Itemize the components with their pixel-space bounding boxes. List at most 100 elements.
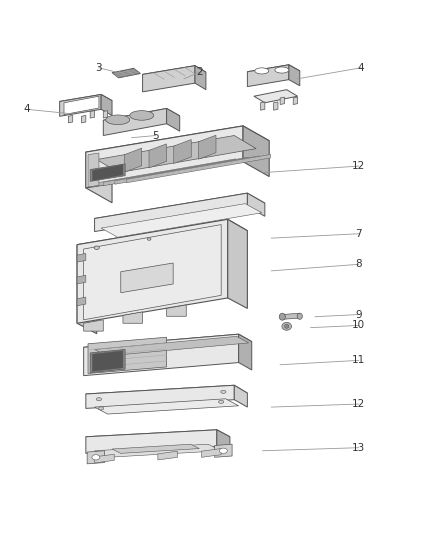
Polygon shape bbox=[84, 320, 103, 331]
Polygon shape bbox=[84, 334, 239, 376]
Polygon shape bbox=[86, 126, 269, 167]
Polygon shape bbox=[77, 297, 86, 306]
Polygon shape bbox=[77, 245, 97, 334]
Polygon shape bbox=[198, 135, 216, 159]
Polygon shape bbox=[86, 430, 217, 454]
Polygon shape bbox=[274, 102, 278, 110]
Polygon shape bbox=[84, 334, 252, 354]
Polygon shape bbox=[112, 68, 141, 78]
Polygon shape bbox=[254, 90, 297, 103]
Polygon shape bbox=[121, 263, 173, 293]
Polygon shape bbox=[239, 334, 252, 370]
Polygon shape bbox=[149, 144, 166, 168]
Polygon shape bbox=[124, 148, 142, 172]
Ellipse shape bbox=[94, 246, 99, 249]
Polygon shape bbox=[77, 275, 86, 284]
Polygon shape bbox=[77, 220, 228, 323]
Ellipse shape bbox=[106, 115, 130, 125]
Polygon shape bbox=[87, 451, 105, 464]
Polygon shape bbox=[243, 126, 269, 176]
Polygon shape bbox=[77, 253, 86, 262]
Polygon shape bbox=[90, 350, 125, 373]
Text: 10: 10 bbox=[352, 320, 365, 330]
Ellipse shape bbox=[279, 313, 286, 320]
Polygon shape bbox=[127, 155, 271, 183]
Polygon shape bbox=[77, 220, 247, 256]
Polygon shape bbox=[280, 97, 285, 104]
Polygon shape bbox=[90, 111, 95, 118]
Polygon shape bbox=[166, 305, 186, 316]
Polygon shape bbox=[95, 193, 265, 229]
Polygon shape bbox=[174, 140, 191, 164]
Text: 12: 12 bbox=[352, 399, 365, 409]
Ellipse shape bbox=[219, 448, 227, 454]
Ellipse shape bbox=[148, 238, 151, 240]
Polygon shape bbox=[247, 193, 265, 216]
Ellipse shape bbox=[96, 398, 102, 401]
Text: 8: 8 bbox=[355, 260, 362, 269]
Ellipse shape bbox=[92, 455, 100, 460]
Polygon shape bbox=[60, 94, 112, 108]
Text: 3: 3 bbox=[95, 63, 102, 73]
Ellipse shape bbox=[219, 400, 224, 403]
Polygon shape bbox=[103, 108, 166, 135]
Text: 9: 9 bbox=[355, 310, 362, 319]
Polygon shape bbox=[103, 157, 247, 185]
Polygon shape bbox=[289, 65, 300, 86]
Text: 4: 4 bbox=[357, 63, 364, 73]
Ellipse shape bbox=[275, 67, 289, 73]
Text: 5: 5 bbox=[152, 131, 159, 141]
Ellipse shape bbox=[285, 325, 289, 328]
Polygon shape bbox=[217, 430, 230, 454]
Polygon shape bbox=[84, 224, 221, 320]
Polygon shape bbox=[143, 66, 195, 92]
Polygon shape bbox=[143, 66, 206, 81]
Polygon shape bbox=[88, 337, 166, 374]
Polygon shape bbox=[86, 430, 230, 444]
Polygon shape bbox=[247, 65, 300, 78]
Polygon shape bbox=[103, 108, 180, 128]
Polygon shape bbox=[201, 449, 221, 457]
Ellipse shape bbox=[282, 322, 291, 330]
Polygon shape bbox=[92, 159, 236, 187]
Polygon shape bbox=[64, 96, 99, 115]
Ellipse shape bbox=[221, 390, 226, 393]
Ellipse shape bbox=[297, 313, 302, 319]
Polygon shape bbox=[195, 66, 206, 90]
Polygon shape bbox=[234, 385, 247, 407]
Polygon shape bbox=[86, 152, 112, 203]
Text: 13: 13 bbox=[352, 443, 365, 453]
Ellipse shape bbox=[99, 407, 104, 410]
Polygon shape bbox=[86, 385, 247, 402]
Polygon shape bbox=[123, 312, 143, 323]
Polygon shape bbox=[95, 193, 247, 231]
Polygon shape bbox=[112, 444, 199, 454]
Polygon shape bbox=[60, 94, 101, 116]
Polygon shape bbox=[283, 313, 300, 319]
Polygon shape bbox=[158, 451, 177, 460]
Text: 2: 2 bbox=[196, 67, 203, 77]
Polygon shape bbox=[90, 164, 125, 181]
Polygon shape bbox=[92, 351, 123, 372]
Text: 12: 12 bbox=[352, 161, 365, 171]
Polygon shape bbox=[215, 444, 232, 457]
Polygon shape bbox=[88, 153, 99, 187]
Polygon shape bbox=[95, 336, 249, 356]
Polygon shape bbox=[95, 444, 221, 457]
Polygon shape bbox=[97, 135, 256, 173]
Ellipse shape bbox=[255, 68, 269, 74]
Polygon shape bbox=[101, 94, 112, 116]
Polygon shape bbox=[101, 204, 262, 237]
Polygon shape bbox=[115, 156, 259, 184]
Text: 4: 4 bbox=[24, 104, 30, 114]
Polygon shape bbox=[228, 220, 247, 309]
Polygon shape bbox=[95, 399, 239, 414]
Polygon shape bbox=[86, 385, 234, 408]
Polygon shape bbox=[103, 111, 108, 118]
Polygon shape bbox=[247, 65, 289, 87]
Polygon shape bbox=[68, 116, 73, 123]
Polygon shape bbox=[166, 108, 180, 131]
Text: 11: 11 bbox=[352, 356, 365, 365]
Polygon shape bbox=[95, 454, 114, 463]
Polygon shape bbox=[81, 116, 86, 123]
